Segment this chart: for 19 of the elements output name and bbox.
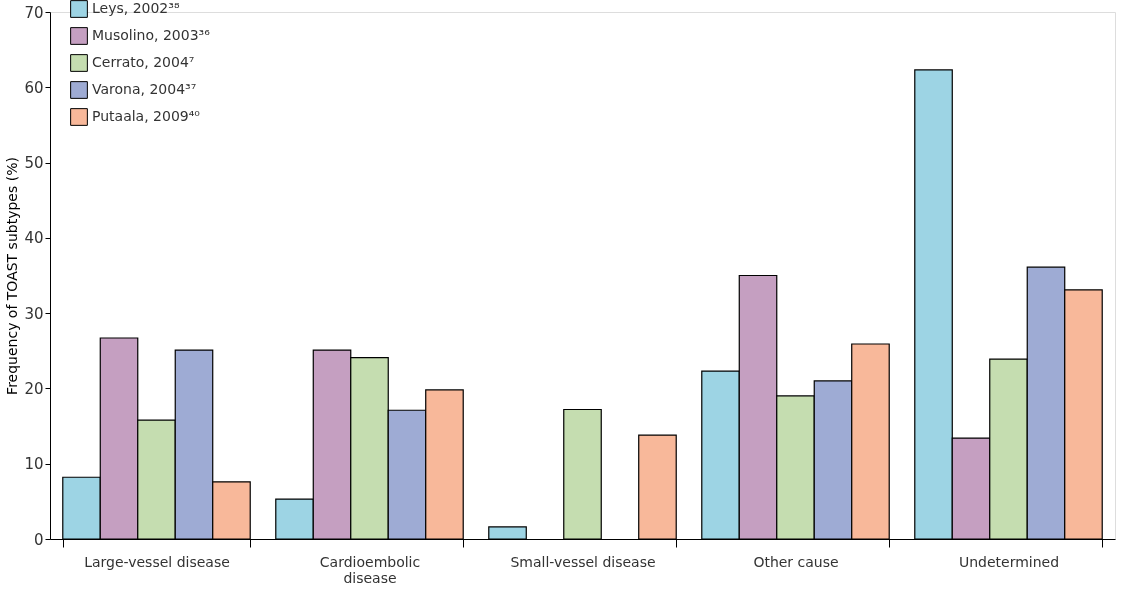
y-tick-label: 50 [24, 154, 44, 173]
legend-label: Putaala, 2009⁴⁰ [92, 108, 201, 124]
x-tick-label: Small-vessel disease [510, 553, 656, 570]
y-axis-title: Frequency of TOAST subtypes (%) [4, 157, 21, 395]
y-tick-label: 70 [24, 3, 44, 22]
y-tick-label: 10 [24, 455, 44, 474]
legend-label: Varona, 2004³⁷ [92, 81, 197, 97]
legend-label: Leys, 2002³⁸ [92, 0, 180, 16]
y-tick-label: 60 [24, 78, 44, 97]
legend-label: Musolino, 2003³⁶ [92, 27, 211, 43]
y-tick-label: 30 [24, 304, 44, 323]
y-tick-label: 0 [33, 530, 44, 549]
x-tick-label: Other cause [753, 553, 839, 570]
legend-label: Cerrato, 2004⁷ [92, 54, 195, 70]
x-tick-label: Undetermined [958, 553, 1060, 570]
y-tick-label: 20 [24, 379, 44, 398]
x-tick-label: Cardioembolic disease [319, 553, 421, 586]
y-tick-label: 40 [24, 229, 44, 248]
x-tick-label: Large-vessel disease [84, 553, 230, 570]
